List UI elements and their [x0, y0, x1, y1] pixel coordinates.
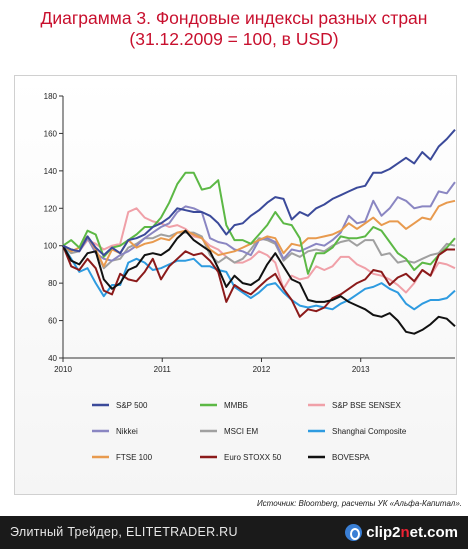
- x-tick-label: 2013: [352, 365, 370, 374]
- clip2net-logo[interactable]: clip2net.com: [345, 522, 458, 542]
- chart-title-line2: (31.12.2009 = 100, в USD): [129, 29, 339, 49]
- logo-n: n: [400, 523, 410, 541]
- x-tick-label: 2010: [54, 365, 72, 374]
- y-tick-label: 140: [44, 167, 58, 176]
- x-tick-label: 2012: [253, 365, 271, 374]
- chart-title-line1: Диаграмма 3. Фондовые индексы разных стр…: [40, 8, 428, 28]
- legend-label: S&P BSE SENSEX: [332, 401, 401, 410]
- series-line-s-p-bse-sensex: [62, 207, 456, 294]
- logo-text: clip2net.com: [366, 524, 458, 541]
- legend-label: BOVESPA: [332, 453, 370, 462]
- series-line-bovespa: [62, 229, 456, 335]
- clip2net-logo-icon: [345, 523, 363, 541]
- legend-label: ММВБ: [224, 401, 248, 410]
- legend-label: Nikkei: [116, 427, 138, 436]
- series-line-shanghai-composite: [62, 245, 456, 311]
- y-tick-label: 100: [44, 242, 58, 251]
- legend-label: MSCI EM: [224, 427, 259, 436]
- legend-label: Shanghai Composite: [332, 427, 407, 436]
- y-tick-label: 40: [48, 354, 57, 363]
- series-line-ммвб: [62, 171, 456, 275]
- y-tick-label: 60: [48, 317, 57, 326]
- footer-bar: Элитный Трейдер, ELITETRADER.RU clip2net…: [0, 516, 468, 549]
- series-line-s-p-500: [62, 129, 456, 257]
- y-tick-label: 180: [44, 92, 58, 101]
- logo-suffix: et.com: [409, 523, 458, 541]
- series-line-msci-em: [62, 231, 456, 270]
- logo-prefix: clip2: [366, 523, 401, 541]
- chart-title: Диаграмма 3. Фондовые индексы разных стр…: [0, 8, 468, 50]
- y-tick-label: 120: [44, 204, 58, 213]
- series-line-euro-stoxx-50: [62, 245, 455, 318]
- legend-label: S&P 500: [116, 401, 148, 410]
- source-note: Источник: Bloomberg, расчеты УК «Альфа-К…: [256, 499, 462, 508]
- legend-label: Euro STOXX 50: [224, 453, 282, 462]
- legend-label: FTSE 100: [116, 453, 153, 462]
- x-tick-label: 2011: [154, 365, 172, 374]
- y-tick-label: 80: [48, 279, 57, 288]
- footer-text: Элитный Трейдер, ELITETRADER.RU: [10, 525, 238, 539]
- y-tick-label: 160: [44, 129, 58, 138]
